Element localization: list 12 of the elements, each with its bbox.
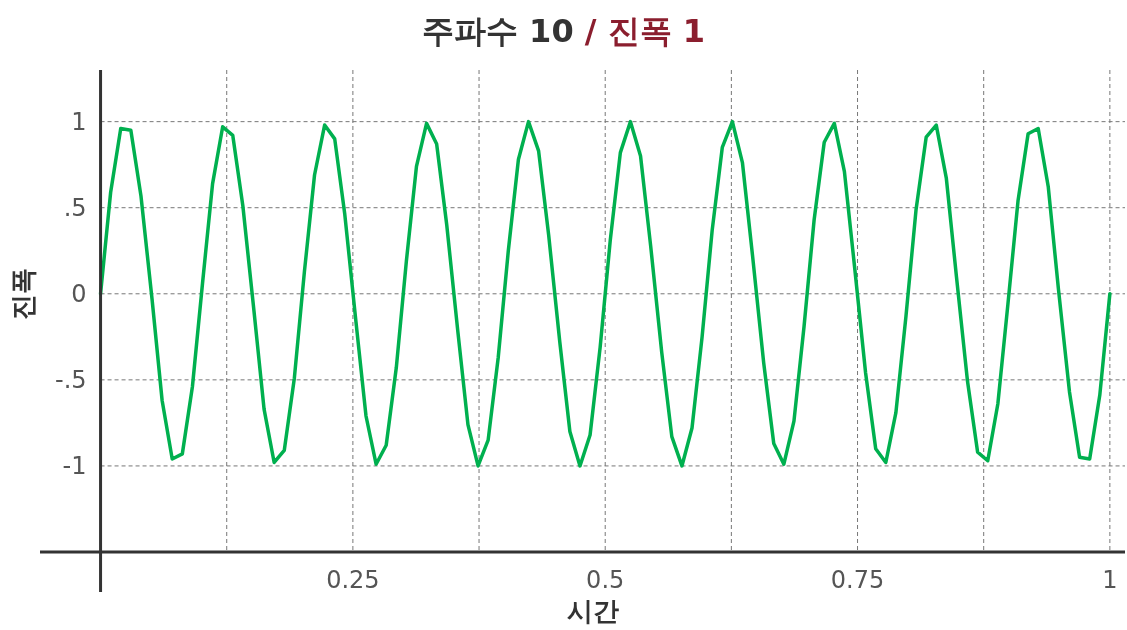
x-axis-title: 시간 — [566, 596, 619, 626]
y-tick-label: -.5 — [55, 366, 87, 395]
chart-title: 주파수 10 / 진폭 1 — [421, 12, 706, 50]
y-tick-label: 1 — [71, 108, 87, 137]
x-tick-label: 0.5 — [586, 566, 625, 594]
x-tick-label: 0.25 — [326, 566, 380, 594]
x-tick-label: 1 — [1102, 566, 1118, 594]
y-tick-label: -1 — [62, 452, 87, 481]
y-tick-label: 0 — [71, 280, 87, 309]
y-tick-label: .5 — [63, 194, 87, 223]
x-tick-label: 0.75 — [830, 566, 885, 594]
y-axis-title: 진폭 — [8, 267, 38, 320]
